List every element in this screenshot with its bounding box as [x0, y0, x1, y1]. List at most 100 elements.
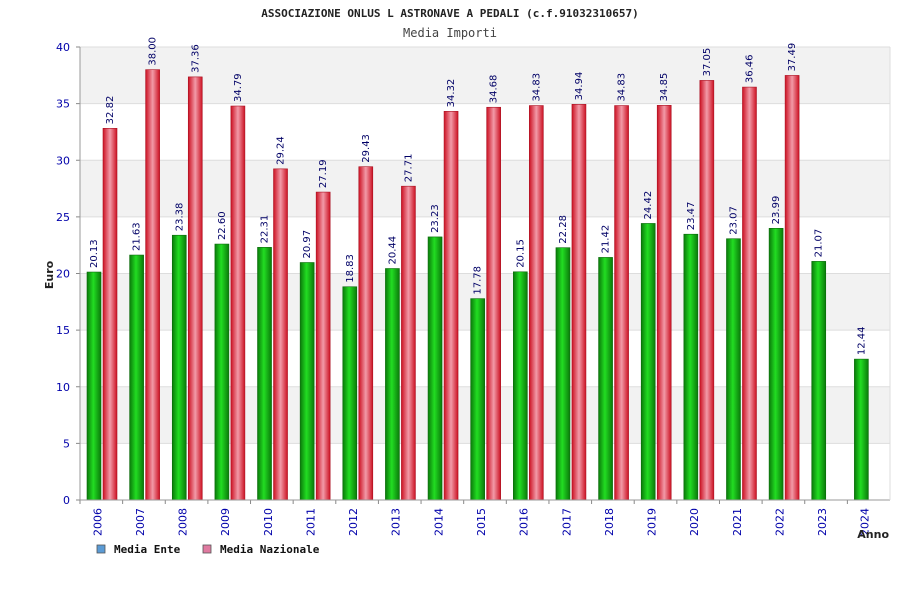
bar-media-nazionale-2022 [784, 75, 800, 501]
bar-media-nazionale-2012 [358, 166, 374, 501]
data-label: 17.78 [473, 266, 484, 295]
data-label: 20.44 [387, 236, 398, 265]
y-tick-label: 30 [56, 154, 70, 167]
bar-media-nazionale-2009 [230, 105, 246, 501]
x-tick-label: 2013 [390, 508, 403, 536]
bar-media-nazionale-2013 [401, 185, 416, 501]
data-label: 34.83 [531, 73, 542, 102]
bar-media-ente-2018 [598, 257, 613, 501]
bar-media-nazionale-2010 [273, 168, 288, 501]
data-label: 22.31 [260, 215, 271, 244]
x-tick-label: 2014 [432, 508, 445, 536]
bar-media-nazionale-2019 [656, 105, 672, 501]
data-label: 27.71 [403, 154, 414, 183]
x-tick-label: 2024 [859, 508, 872, 536]
data-label: 34.79 [233, 73, 244, 102]
legend-label-media-ente: Media Ente [114, 543, 181, 556]
data-label: 23.07 [728, 206, 739, 235]
data-label: 21.42 [601, 225, 612, 254]
data-label: 34.83 [617, 73, 628, 102]
x-tick-label: 2007 [134, 508, 147, 536]
bar-media-nazionale-2007 [145, 69, 160, 501]
data-label: 23.23 [430, 204, 441, 233]
x-tick-label: 2008 [177, 508, 190, 536]
y-tick-label: 15 [56, 324, 70, 337]
bar-media-ente-2013 [385, 268, 400, 501]
bar-media-nazionale-2020 [699, 80, 715, 501]
bar-media-nazionale-2015 [486, 106, 501, 501]
bar-media-nazionale-2018 [614, 105, 629, 501]
legend-swatch-media-ente [96, 544, 106, 554]
y-tick-label: 25 [56, 211, 70, 224]
y-tick-label: 20 [56, 268, 70, 281]
x-tick-label: 2019 [646, 508, 659, 536]
bar-media-ente-2006 [86, 271, 102, 501]
data-label: 21.63 [132, 222, 143, 251]
data-label: 29.24 [276, 136, 287, 165]
x-tick-label: 2006 [91, 508, 104, 536]
bar-media-nazionale-2006 [102, 128, 118, 501]
x-tick-label: 2010 [262, 508, 275, 536]
data-label: 20.97 [302, 230, 313, 259]
x-tick-label: 2015 [475, 508, 488, 536]
y-tick-label: 5 [63, 437, 70, 450]
data-label: 23.99 [771, 196, 782, 225]
data-labels: 20.13 32.82 21.63 38.00 23.38 37.36 22.60 34.79… [89, 37, 867, 355]
data-label: 12.44 [856, 326, 867, 355]
bar-media-nazionale-2014 [443, 111, 459, 501]
legend: Media Ente Media Nazionale [96, 543, 320, 556]
bar-media-ente-2019 [640, 223, 656, 501]
bar-media-ente-2014 [427, 236, 443, 501]
y-axis-ticks: 0 5 10 15 20 25 30 35 40 [56, 41, 80, 507]
x-tick-label: 2011 [304, 508, 317, 536]
bar-media-ente-2017 [555, 247, 571, 501]
bar-media-ente-2022 [768, 228, 784, 501]
x-tick-label: 2018 [603, 508, 616, 536]
data-label: 23.38 [174, 203, 185, 232]
y-axis-label: Euro [43, 260, 56, 289]
x-tick-label: 2020 [688, 508, 701, 536]
bar-media-ente-2010 [257, 247, 272, 501]
x-tick-label: 2017 [560, 508, 573, 536]
bar-media-ente-2011 [299, 262, 315, 501]
y-tick-label: 40 [56, 41, 70, 54]
data-label: 32.82 [105, 96, 116, 125]
data-label: 34.68 [489, 75, 500, 104]
x-tick-label: 2021 [731, 508, 744, 536]
data-label: 18.83 [345, 254, 356, 283]
data-label: 20.15 [515, 239, 526, 268]
axes [79, 47, 891, 501]
bar-media-nazionale-2008 [187, 76, 203, 501]
bar-media-ente-2015 [470, 298, 485, 501]
bar-media-nazionale-2021 [742, 86, 757, 501]
data-label: 37.05 [702, 48, 713, 77]
data-label: 37.49 [787, 43, 798, 72]
bar-media-ente-2009 [214, 243, 230, 501]
bar-media-ente-2016 [513, 271, 528, 501]
legend-swatch-media-nazionale [202, 544, 212, 554]
bar-media-ente-2024 [854, 358, 869, 501]
bar-media-ente-2023 [811, 261, 827, 501]
x-tick-label: 2016 [518, 508, 531, 536]
y-tick-label: 0 [63, 494, 70, 507]
data-label: 34.94 [574, 72, 585, 101]
data-label: 24.42 [643, 191, 654, 220]
data-label: 36.46 [744, 54, 755, 83]
data-label: 34.85 [659, 73, 670, 102]
y-tick-label: 10 [56, 381, 70, 394]
data-label: 29.43 [361, 134, 372, 163]
bar-media-nazionale-2011 [315, 191, 331, 501]
bar-media-ente-2012 [342, 286, 358, 501]
data-label: 22.28 [558, 215, 569, 244]
bar-media-ente-2008 [171, 234, 187, 501]
data-label: 20.13 [89, 239, 100, 268]
chart-title: ASSOCIAZIONE ONLUS L ASTRONAVE A PEDALI … [261, 7, 639, 20]
data-label: 22.60 [217, 211, 228, 240]
data-label: 38.00 [148, 37, 159, 66]
bar-media-nazionale-2017 [571, 104, 587, 501]
x-tick-label: 2012 [347, 508, 360, 536]
data-label: 37.36 [190, 44, 201, 73]
x-tick-label: 2022 [773, 508, 786, 536]
data-label: 34.32 [446, 79, 457, 108]
